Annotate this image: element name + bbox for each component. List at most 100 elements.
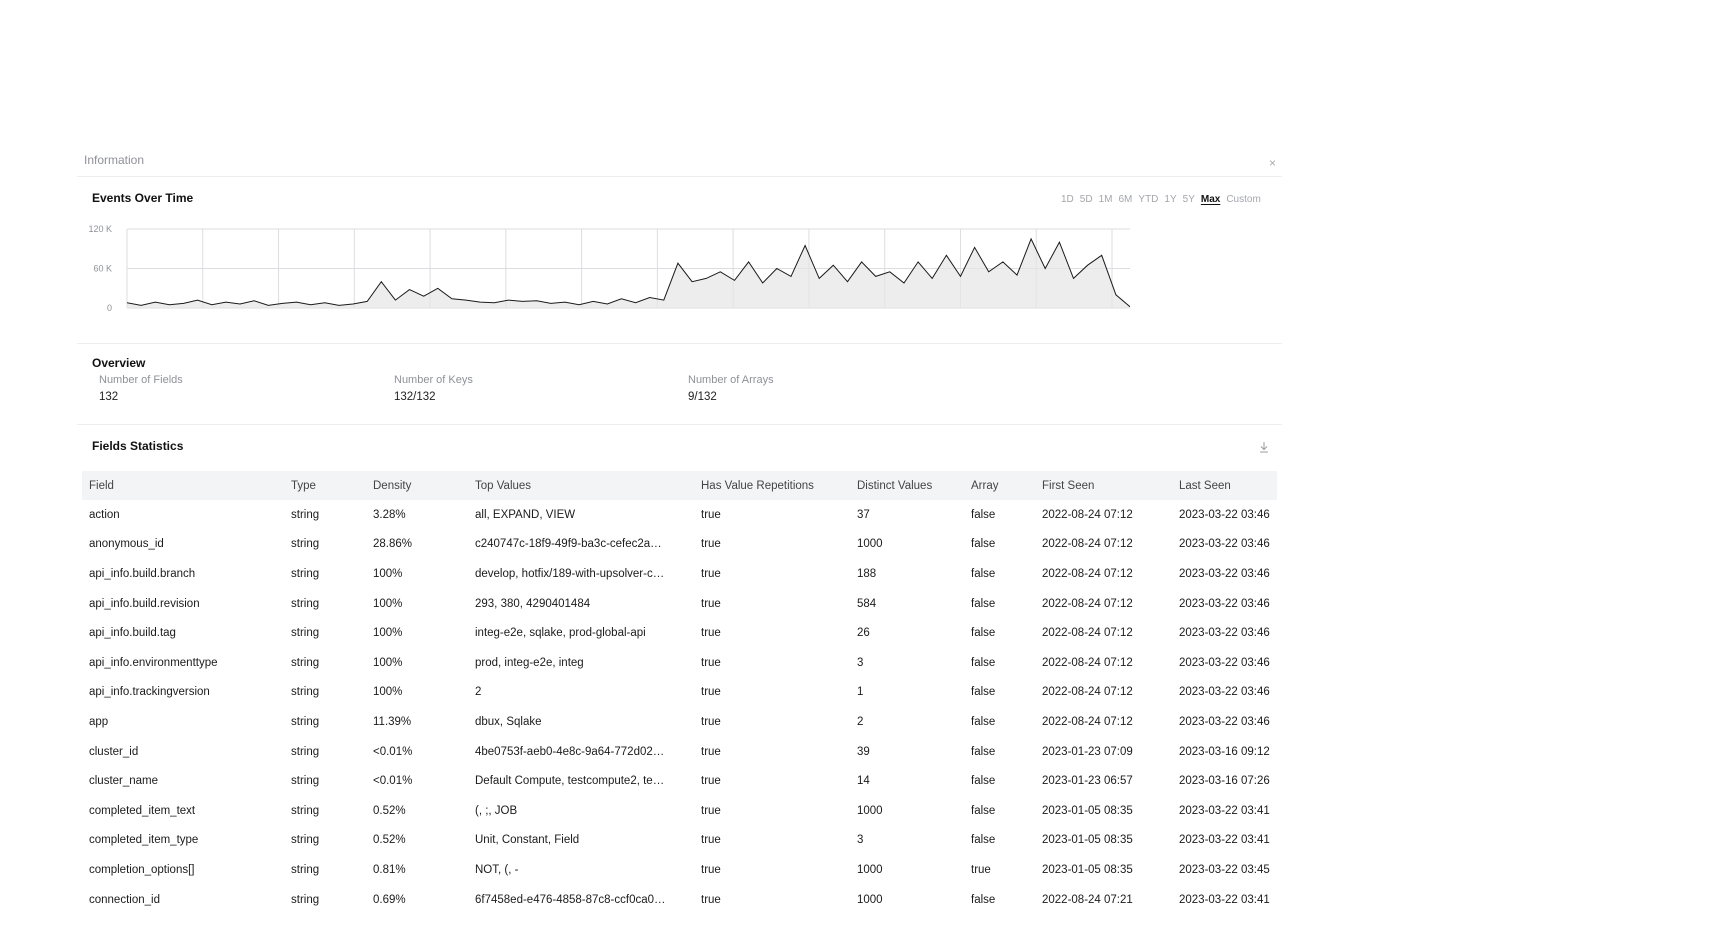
cell-field: cluster_name [89,775,159,788]
download-icon[interactable] [1259,441,1269,453]
cell-field: cluster_id [89,745,139,758]
cell-density: <0.01% [373,775,413,788]
cell-first-seen: 2023-01-23 06:57 [1042,775,1133,788]
table-row[interactable]: completed_item_type string 0.52% Unit, Cons… [82,826,1277,856]
cell-type: string [291,775,320,788]
cell-type: string [291,567,320,580]
column-header-last-seen[interactable]: Last Seen [1172,471,1277,500]
cell-top-values: Default Compute, testcompute2, te… [475,775,665,788]
table-row[interactable]: completed_item_text string 0.52% (, ;, JOB t… [82,796,1277,826]
range-tab-ytd[interactable]: YTD [1138,194,1159,205]
range-tab-6m[interactable]: 6M [1118,194,1133,205]
cell-distinct-values: 14 [857,775,870,788]
cell-first-seen: 2022-08-24 07:12 [1042,597,1133,610]
cell-has-value-repetitions: true [701,745,721,758]
column-header-top-values[interactable]: Top Values [468,471,694,500]
range-tab-5y[interactable]: 5Y [1182,194,1195,205]
cell-last-seen: 2023-03-22 03:45 [1179,863,1270,876]
cell-array: false [971,627,996,640]
cell-has-value-repetitions: true [701,893,721,906]
cell-type: string [291,686,320,699]
cell-has-value-repetitions: true [701,775,721,788]
range-tab-custom[interactable]: Custom [1226,194,1261,205]
cell-has-value-repetitions: true [701,834,721,847]
cell-distinct-values: 584 [857,597,877,610]
column-header-first-seen[interactable]: First Seen [1035,471,1172,500]
column-header-array[interactable]: Array [964,471,1035,500]
table-row[interactable]: app string 11.39% dbux, Sqlake true 2 false 202… [82,707,1277,737]
cell-has-value-repetitions: true [701,508,721,521]
stat-label: Number of Arrays [688,374,774,386]
column-header-type[interactable]: Type [284,471,366,500]
cell-density: 100% [373,567,403,580]
table-row[interactable]: completion_options[] string 0.81% NOT, (, -… [82,855,1277,885]
cell-array: false [971,538,996,551]
cell-top-values: c240747c-18f9-49f9-ba3c-cefec2a… [475,538,662,551]
stat-label: Number of Keys [394,374,473,386]
cell-has-value-repetitions: true [701,567,721,580]
cell-last-seen: 2023-03-22 03:46 [1179,686,1270,699]
table-row[interactable]: connection_id string 0.69% 6f7458ed-e476-48… [82,885,1277,915]
cell-density: 100% [373,686,403,699]
cell-type: string [291,538,320,551]
cell-last-seen: 2023-03-22 03:46 [1179,627,1270,640]
cell-distinct-values: 2 [857,715,864,728]
cell-top-values: 4be0753f-aeb0-4e8c-9a64-772d02… [475,745,665,758]
table-row[interactable]: api_info.trackingversion string 100% 2 true 1… [82,678,1277,708]
cell-top-values: (, ;, JOB [475,804,518,817]
cell-field: completion_options[] [89,863,195,876]
cell-first-seen: 2022-08-24 07:12 [1042,656,1133,669]
stat-number-of-keys: Number of Keys 132/132 [394,374,473,403]
cell-density: 28.86% [373,538,413,551]
cell-distinct-values: 1000 [857,863,883,876]
cell-last-seen: 2023-03-16 07:26 [1179,775,1270,788]
range-tab-1d[interactable]: 1D [1061,194,1074,205]
cell-array: false [971,567,996,580]
range-tab-1y[interactable]: 1Y [1164,194,1177,205]
cell-array: false [971,508,996,521]
column-header-density[interactable]: Density [366,471,468,500]
range-tab-5d[interactable]: 5D [1079,194,1093,205]
stat-number-of-arrays: Number of Arrays 9/132 [688,374,774,403]
fields-statistics-section: Fields Statistics Field Type Density Top… [77,425,1282,925]
table-row[interactable]: action string 3.28% all, EXPAND, VIEW true 37… [82,500,1277,530]
column-header-has-value-repetitions[interactable]: Has Value Repetitions [694,471,850,500]
cell-type: string [291,627,320,640]
cell-has-value-repetitions: true [701,715,721,728]
table-row[interactable]: api_info.environmenttype string 100% prod, … [82,648,1277,678]
cell-distinct-values: 37 [857,508,870,521]
cell-field: action [89,508,120,521]
cell-top-values: 2 [475,686,482,699]
column-header-field[interactable]: Field [82,471,284,500]
range-tab-1m[interactable]: 1M [1098,194,1113,205]
cell-first-seen: 2022-08-24 07:12 [1042,627,1133,640]
table-row[interactable]: cluster_name string <0.01% Default Compute,… [82,766,1277,796]
cell-field: connection_id [89,893,160,906]
column-header-distinct-values[interactable]: Distinct Values [850,471,964,500]
table-row[interactable]: api_info.build.revision string 100% 293, 38… [82,589,1277,619]
cell-last-seen: 2023-03-22 03:41 [1179,804,1270,817]
table-row[interactable]: cluster_id string <0.01% 4be0753f-aeb0-4e8c… [82,737,1277,767]
close-icon[interactable]: × [1269,156,1277,170]
cell-has-value-repetitions: true [701,627,721,640]
cell-last-seen: 2023-03-22 03:46 [1179,538,1270,551]
cell-distinct-values: 3 [857,656,864,669]
stat-label: Number of Fields [99,374,183,386]
cell-distinct-values: 1000 [857,804,883,817]
cell-array: true [971,863,991,876]
stat-value: 132 [99,391,119,403]
cell-top-values: integ-e2e, sqlake, prod-global-api [475,627,646,640]
fields-statistics-title: Fields Statistics [92,439,184,453]
table-row[interactable]: anonymous_id string 28.86% c240747c-18f9-49… [82,530,1277,560]
cell-first-seen: 2022-08-24 07:12 [1042,567,1133,580]
range-tab-max[interactable]: Max [1200,194,1221,205]
cell-field: api_info.build.branch [89,567,196,580]
cell-top-values: develop, hotfix/189-with-upsolver-c… [475,567,665,580]
table-row[interactable]: api_info.build.branch string 100% develop, … [82,559,1277,589]
y-tick-label: 60 K [93,264,112,274]
cell-density: 0.69% [373,893,406,906]
table-row[interactable]: api_info.build.tag string 100% integ-e2e, s… [82,618,1277,648]
cell-top-values: prod, integ-e2e, integ [475,656,584,669]
cell-first-seen: 2023-01-05 08:35 [1042,804,1133,817]
